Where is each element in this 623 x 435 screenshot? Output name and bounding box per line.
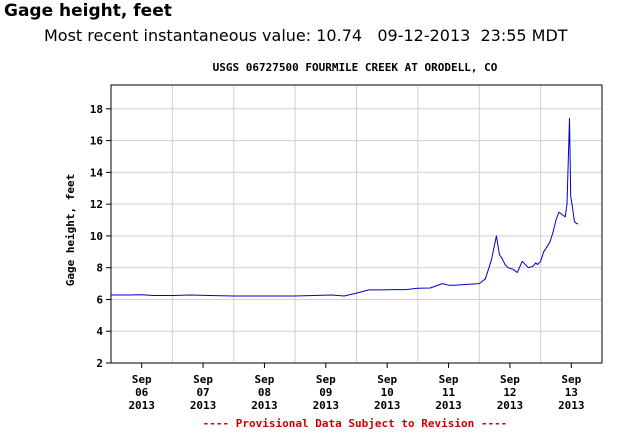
x-tick-label: Sep [316, 373, 336, 386]
x-tick-label: Sep [377, 373, 397, 386]
x-tick-label: Sep [255, 373, 275, 386]
x-tick-label: 2013 [190, 399, 217, 412]
x-tick-label: Sep [439, 373, 459, 386]
x-tick-label: 2013 [374, 399, 401, 412]
x-axis: Sep062013Sep072013Sep082013Sep092013Sep1… [128, 363, 585, 412]
x-tick-label: 10 [381, 386, 394, 399]
gage-height-line [111, 117, 579, 297]
recent-time: 23:55 MDT [480, 26, 568, 45]
y-axis: 2 4 6 8 10 12 14 16 18 [90, 103, 111, 370]
recent-date: 09-12-2013 [377, 26, 471, 45]
series-group [111, 117, 579, 297]
x-tick-label: 2013 [313, 399, 340, 412]
x-tick-label: 2013 [558, 399, 585, 412]
y-tick-label: 14 [90, 166, 104, 179]
y-tick-label: 18 [90, 103, 103, 116]
y-tick-label: 2 [96, 357, 103, 370]
y-tick-label: 6 [96, 293, 103, 306]
provisional-note: ---- Provisional Data Subject to Revisio… [203, 417, 508, 430]
x-tick-label: 07 [196, 386, 209, 399]
x-tick-label: 2013 [251, 399, 278, 412]
page-title: Gage height, feet [4, 1, 172, 21]
x-tick-label: 2013 [435, 399, 462, 412]
y-tick-label: 10 [90, 230, 103, 243]
x-tick-label: 12 [503, 386, 516, 399]
x-tick-label: Sep [500, 373, 520, 386]
y-tick-label: 8 [96, 262, 103, 275]
grid-lines [111, 85, 602, 364]
recent-value: 10.74 [316, 26, 363, 45]
y-tick-label: 4 [96, 325, 103, 338]
recent-label: Most recent instantaneous value: [44, 26, 312, 45]
recent-value-line: Most recent instantaneous value: 10.74 0… [44, 26, 568, 45]
x-tick-label: Sep [561, 373, 581, 386]
y-tick-label: 16 [90, 135, 104, 148]
x-tick-label: 08 [258, 386, 271, 399]
x-tick-label: Sep [193, 373, 213, 386]
y-tick-label: 12 [90, 198, 103, 211]
x-tick-label: 2013 [128, 399, 155, 412]
x-tick-label: 09 [319, 386, 332, 399]
y-axis-label: Gage height, feet [64, 174, 77, 287]
x-tick-label: 2013 [497, 399, 524, 412]
x-tick-label: 13 [565, 386, 578, 399]
plot-frame [110, 84, 603, 364]
x-tick-label: 11 [442, 386, 456, 399]
x-tick-label: Sep [132, 373, 152, 386]
chart-title: USGS 06727500 FOURMILE CREEK AT ORODELL,… [213, 61, 498, 74]
x-tick-label: 06 [135, 386, 149, 399]
